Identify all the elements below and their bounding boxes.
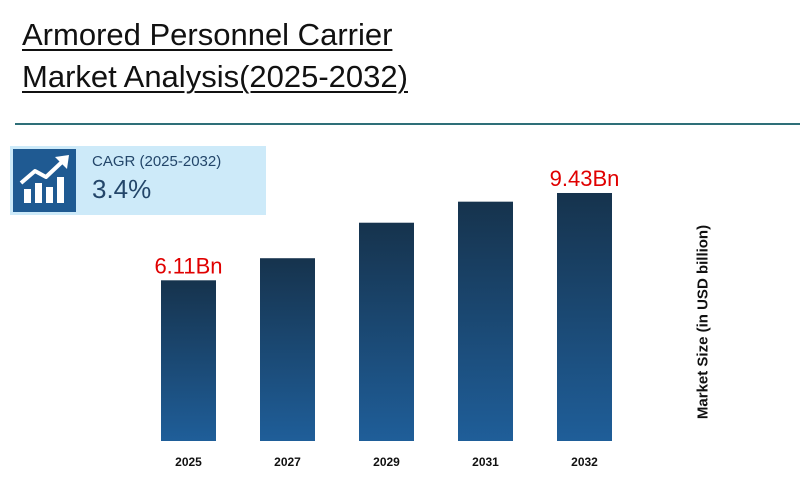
bar-2032 bbox=[557, 192, 612, 441]
y-axis-label: Market Size (in USD billion) bbox=[694, 224, 712, 420]
bar-2029 bbox=[359, 222, 414, 441]
header-divider bbox=[15, 123, 800, 125]
cagr-value: 3.4% bbox=[92, 174, 152, 204]
bar-2031 bbox=[458, 201, 513, 441]
x-tick-2027: 2027 bbox=[274, 455, 301, 469]
cagr-panel: CAGR (2025-2032) 3.4% bbox=[10, 146, 266, 215]
cagr-label: CAGR (2025-2032) bbox=[92, 153, 222, 170]
title-line-2: Market Analysis(2025-2032) bbox=[22, 59, 408, 94]
bar-2027 bbox=[260, 258, 315, 441]
page-title: Armored Personnel Carrier Market Analysi… bbox=[22, 14, 408, 98]
x-tick-2031: 2031 bbox=[472, 455, 499, 469]
title-line-1: Armored Personnel Carrier bbox=[22, 17, 393, 52]
data-label-2032: 9.43Bn bbox=[550, 166, 620, 191]
x-tick-2032: 2032 bbox=[571, 455, 598, 469]
bar-2025 bbox=[161, 280, 216, 441]
growth-chart-icon bbox=[13, 149, 76, 212]
x-tick-2025: 2025 bbox=[175, 455, 202, 469]
data-label-2025: 6.11Bn bbox=[154, 253, 222, 278]
x-tick-2029: 2029 bbox=[373, 455, 400, 469]
